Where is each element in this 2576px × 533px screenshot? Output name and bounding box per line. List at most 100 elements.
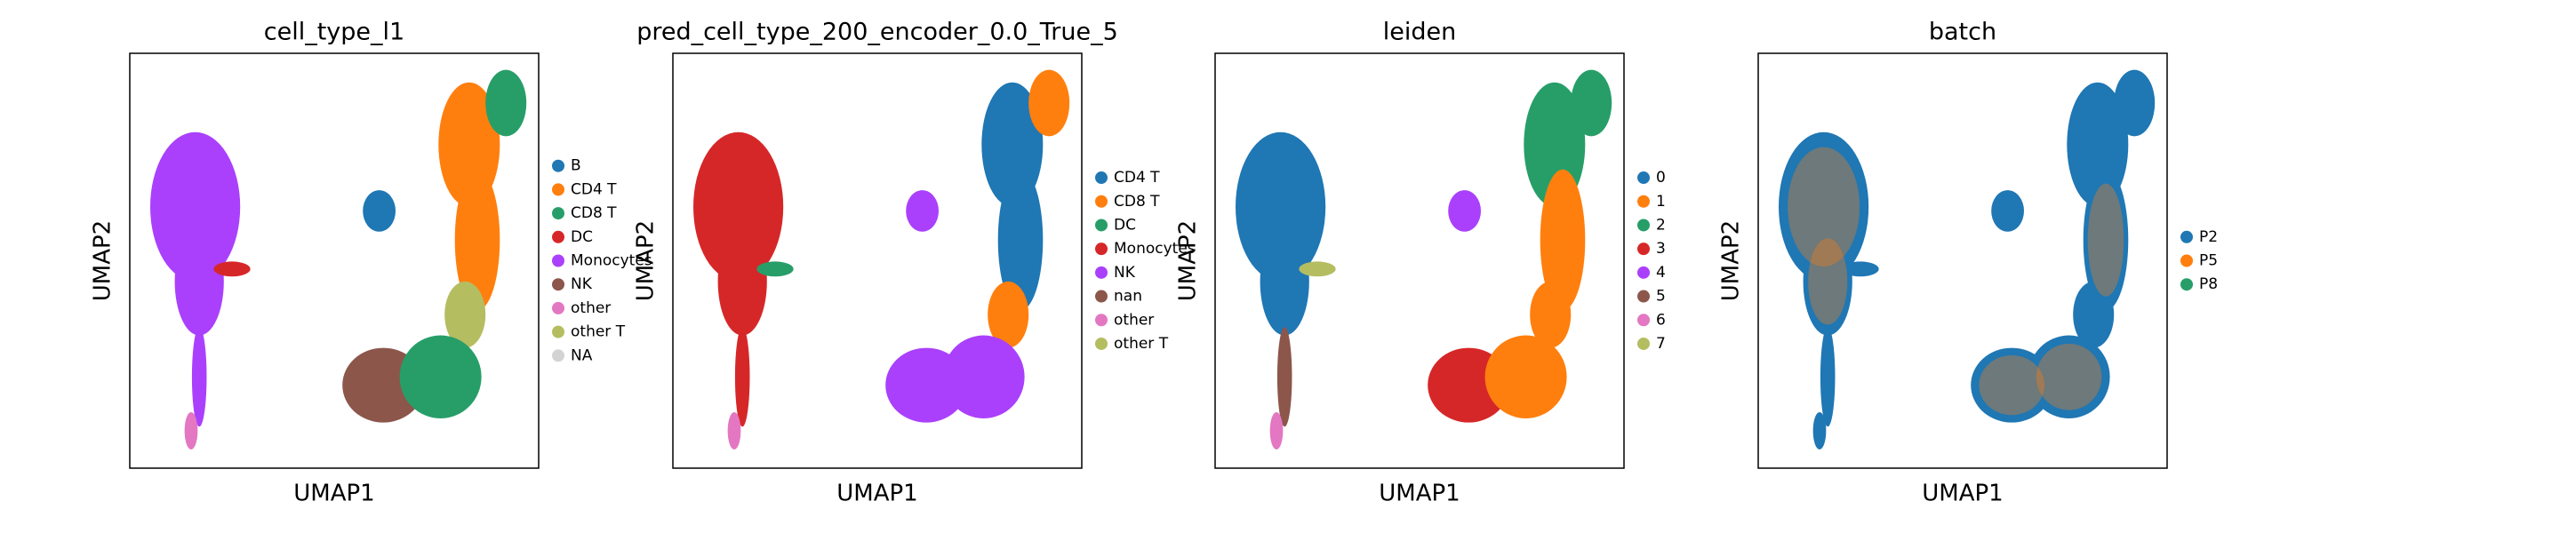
panel-title: pred_cell_type_200_encoder_0.0_True_5: [636, 19, 1118, 46]
point-cloud: [1540, 169, 1586, 311]
legend-marker: [552, 254, 564, 267]
legend-label: CD4 T: [571, 180, 617, 198]
point-cloud: [2073, 281, 2115, 348]
legend-marker: [1095, 337, 1108, 350]
legend-marker: [1637, 290, 1650, 303]
panel-title: leiden: [1383, 19, 1456, 46]
legend-marker: [1095, 171, 1108, 185]
legend-marker: [1637, 314, 1650, 327]
legend-label: CD8 T: [1114, 193, 1160, 211]
y-axis-label: UMAP2: [90, 220, 116, 301]
legend-marker: [1637, 243, 1650, 256]
legend-marker: [1095, 243, 1108, 256]
x-axis-label: UMAP1: [836, 481, 917, 507]
point-cloud: [2087, 183, 2124, 297]
plot-frame: [1214, 52, 1625, 469]
point-cloud: [2083, 169, 2129, 311]
point-cloud: [1571, 69, 1612, 137]
point-cloud: [485, 69, 527, 137]
plot-frame: [672, 52, 1083, 469]
panel: pred_cell_type_200_encoder_0.0_True_5 UMA…: [633, 19, 1196, 507]
point-cloud: [174, 227, 224, 336]
point-cloud: [727, 411, 741, 449]
point-cloud: [942, 335, 1025, 418]
legend-label: 3: [1656, 240, 1666, 258]
legend-label: other T: [1114, 335, 1169, 353]
point-cloud: [717, 227, 767, 336]
panel: leiden UMAP1 UMAP2 0 1 2 3 4 5 6 7: [1175, 19, 1666, 507]
legend-label: DC: [571, 228, 593, 246]
legend-label: other: [571, 299, 611, 317]
point-cloud: [734, 327, 750, 427]
legend-marker: [1095, 219, 1108, 232]
legend-marker: [1637, 195, 1650, 208]
legend-marker: [2180, 254, 2193, 267]
legend-label: P8: [2199, 275, 2218, 293]
point-cloud: [454, 169, 500, 311]
x-axis-label: UMAP1: [1922, 481, 2003, 507]
y-axis-label: UMAP2: [633, 220, 660, 301]
panel: batch UMAP1 UMAP2 P2 P5 P8: [1718, 19, 2219, 507]
point-cloud: [1788, 147, 1860, 267]
point-cloud: [444, 281, 486, 348]
plot-frame: [129, 52, 540, 469]
point-cloud: [1260, 227, 1309, 336]
legend-label: NK: [1114, 264, 1136, 282]
legend-marker: [1637, 266, 1650, 279]
point-cloud: [399, 335, 482, 418]
point-cloud: [1842, 261, 1879, 277]
legend-marker: [1637, 219, 1650, 232]
legend-marker: [1637, 337, 1650, 350]
legend-label: Monocytes: [571, 252, 652, 270]
legend-label: NK: [571, 275, 593, 293]
point-cloud: [906, 190, 939, 232]
legend-marker: [552, 159, 564, 172]
point-cloud: [1803, 227, 1852, 336]
point-cloud: [997, 169, 1044, 311]
legend-label: P5: [2199, 252, 2218, 270]
legend-label: 5: [1656, 288, 1666, 306]
y-axis-label: UMAP2: [1718, 220, 1745, 301]
legend-label: B: [571, 157, 581, 175]
point-cloud: [1269, 411, 1284, 449]
legend-marker: [1095, 266, 1108, 279]
legend-marker: [552, 207, 564, 220]
plot-frame: [1757, 52, 2168, 469]
point-cloud: [2028, 335, 2110, 418]
point-cloud: [1820, 327, 1836, 427]
legend-label: 0: [1656, 169, 1666, 187]
point-cloud: [1808, 238, 1848, 325]
y-axis-label: UMAP2: [1175, 220, 1202, 301]
legend-marker: [552, 301, 564, 314]
legend-label: 2: [1656, 216, 1666, 234]
point-cloud: [1812, 411, 1827, 449]
panel-title: batch: [1929, 19, 1996, 46]
legend-marker: [1095, 195, 1108, 208]
legend-label: CD8 T: [571, 204, 617, 222]
legend-label: 7: [1656, 335, 1666, 353]
point-cloud: [1979, 354, 2044, 416]
point-cloud: [191, 327, 207, 427]
point-cloud: [213, 261, 251, 277]
legend-marker: [552, 325, 564, 338]
point-cloud: [1028, 69, 1070, 137]
point-cloud: [2114, 69, 2156, 137]
legend-marker: [2180, 230, 2193, 243]
legend-label: CD4 T: [1114, 169, 1160, 187]
legend-marker: [552, 183, 564, 196]
legend-marker: [1095, 290, 1108, 303]
legend-label: P2: [2199, 228, 2218, 246]
point-cloud: [693, 131, 784, 282]
point-cloud: [1991, 190, 2025, 232]
point-cloud: [1779, 131, 1869, 282]
x-axis-label: UMAP1: [1379, 481, 1460, 507]
legend-label: NA: [571, 346, 593, 364]
legend-label: Monocytes: [1114, 240, 1196, 258]
legend-marker: [2180, 278, 2193, 291]
point-cloud: [1299, 261, 1336, 277]
x-axis-label: UMAP1: [293, 481, 374, 507]
legend-label: nan: [1114, 288, 1142, 306]
legend-label: other: [1114, 311, 1154, 329]
point-cloud: [1276, 327, 1292, 427]
